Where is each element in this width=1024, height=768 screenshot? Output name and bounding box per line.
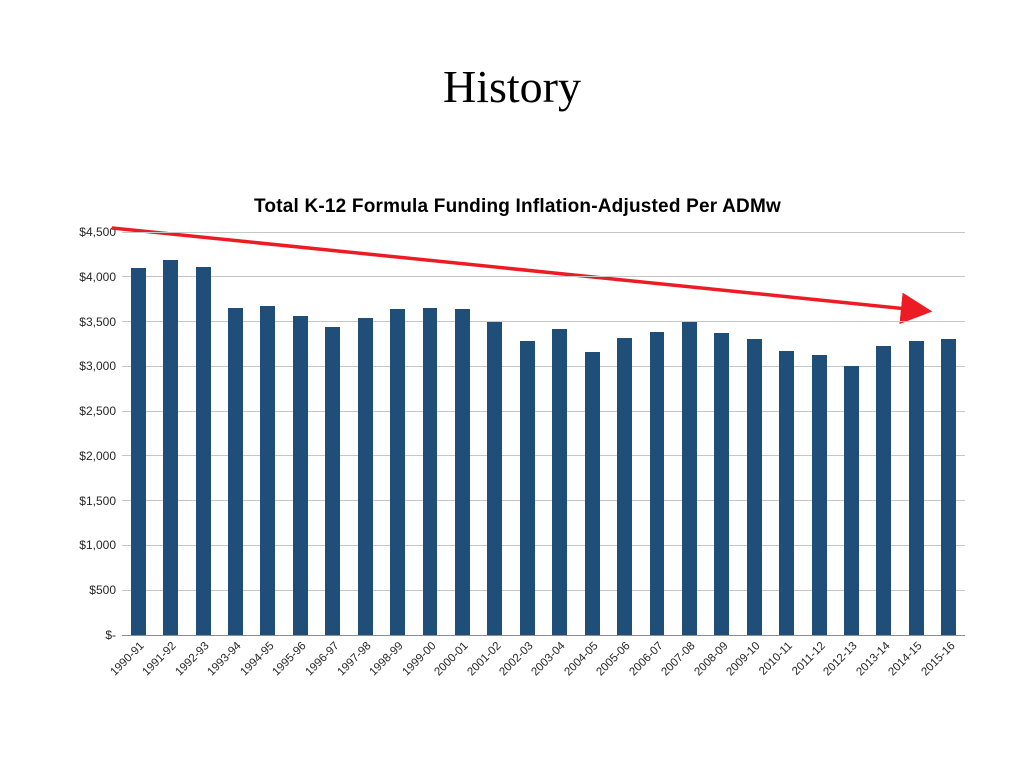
bar-slot: [511, 232, 543, 635]
bar: [779, 351, 795, 635]
bar-slot: [835, 232, 867, 635]
gridline: [122, 276, 965, 278]
gridline: [122, 589, 965, 591]
bar: [584, 352, 600, 635]
bar: [844, 366, 859, 635]
gridline: [122, 231, 965, 233]
bar-slot: [933, 232, 965, 635]
bar: [422, 308, 438, 635]
bar: [714, 333, 730, 635]
bar-slot: [868, 232, 900, 635]
gridline: [122, 410, 965, 412]
slide-title: History: [443, 61, 581, 112]
bar-slot: [803, 232, 835, 635]
bar: [908, 341, 924, 635]
bar: [454, 309, 470, 635]
bar: [552, 328, 568, 635]
bar: [292, 316, 308, 635]
bar-slot: [122, 232, 154, 635]
bar-slot: [738, 232, 770, 635]
bar: [681, 321, 697, 635]
bar-slot: [219, 232, 251, 635]
bar-slot: [252, 232, 284, 635]
bar-slot: [641, 232, 673, 635]
y-axis-label: $1,500: [79, 493, 116, 508]
bar: [876, 345, 892, 635]
y-axis-label: $4,000: [79, 269, 116, 284]
bar-slot: [414, 232, 446, 635]
bar: [649, 332, 665, 635]
bar: [325, 326, 341, 635]
bar: [487, 321, 503, 635]
bar-slot: [284, 232, 316, 635]
y-axis-label: $-: [105, 628, 116, 642]
bar-slot: [187, 232, 219, 635]
y-axis-label: $2,500: [79, 404, 116, 419]
bar-slot: [446, 232, 478, 635]
x-axis-label: 1990-91: [108, 640, 147, 679]
plot-row: $- $500 $1,000 $1,500 $2,000 $2,500 $3,000 $3,5…: [70, 225, 965, 642]
bar-slot: [706, 232, 738, 635]
y-axis: $- $500 $1,000 $1,500 $2,000 $2,500 $3,000 $3,5…: [70, 225, 122, 642]
bar-slot: [673, 232, 705, 635]
bar-slot: [479, 232, 511, 635]
y-axis-label: $500: [89, 583, 116, 598]
gridline: [122, 455, 965, 457]
y-axis-label: $2,000: [79, 448, 116, 463]
bar-slot: [576, 232, 608, 635]
bar: [163, 259, 179, 635]
bar: [195, 266, 211, 635]
y-axis-label: $3,500: [79, 314, 116, 329]
bar-slot: [317, 232, 349, 635]
plot-area: [111, 226, 965, 636]
chart-title: Total K-12 Formula Funding Inflation-Adj…: [254, 196, 781, 217]
funding-bar-chart: Total K-12 Formula Funding Inflation-Adj…: [70, 196, 965, 706]
y-axis-label: $1,000: [79, 538, 116, 553]
bar-slot: [349, 232, 381, 635]
gridline: [122, 500, 965, 502]
bar-slot: [381, 232, 413, 635]
bar: [390, 309, 406, 635]
gridline: [122, 544, 965, 546]
x-slot: 2015-16: [919, 636, 965, 706]
x-axis: 1990-91 1991-92 1992-93 1993-94 1994-95 1995-…: [108, 636, 965, 706]
y-axis-label: $3,000: [79, 359, 116, 374]
bar: [617, 337, 632, 635]
bar-slot: [770, 232, 802, 635]
bar: [941, 339, 957, 635]
gridline: [122, 365, 965, 367]
bar: [260, 306, 276, 635]
bar: [228, 308, 243, 635]
bar: [130, 267, 146, 635]
bar: [357, 317, 373, 635]
gridline: [122, 321, 965, 323]
bar-slot: [543, 232, 575, 635]
y-axis-label: $4,500: [79, 225, 116, 239]
bar-slot: [154, 232, 186, 635]
bar: [746, 339, 762, 635]
bar-slot: [608, 232, 640, 635]
bars-container: [122, 232, 965, 635]
bar: [519, 341, 535, 635]
bar-slot: [900, 232, 932, 635]
bar: [811, 354, 827, 635]
